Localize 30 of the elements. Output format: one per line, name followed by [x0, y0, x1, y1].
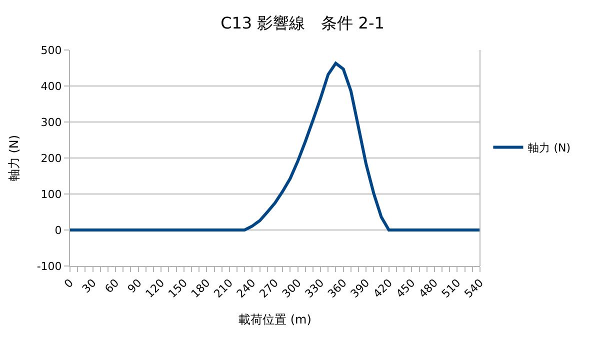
x-tick-label: 120 — [143, 276, 168, 301]
chart-title: C13 影響線 条件 2-1 — [220, 13, 384, 32]
y-tick-label: 400 — [40, 80, 62, 93]
x-tick-label: 510 — [439, 276, 464, 301]
x-tick-label: 0 — [62, 276, 76, 291]
x-tick-label: 30 — [80, 276, 99, 296]
x-tick-label: 390 — [348, 276, 372, 301]
x-tick-label: 360 — [325, 276, 350, 301]
x-tick-label: 480 — [416, 276, 440, 301]
y-tick-label: 100 — [40, 188, 62, 201]
x-tick-label: 90 — [125, 276, 144, 296]
x-tick-label: 60 — [102, 276, 122, 296]
x-tick-label: 330 — [302, 276, 327, 301]
y-tick-label: 500 — [40, 44, 62, 57]
x-axis-title: 載荷位置 (m) — [238, 312, 312, 326]
x-tick-label: 150 — [166, 276, 190, 301]
legend-label: 軸力 (N) — [528, 141, 571, 154]
y-axis-title: 軸力 (N) — [7, 134, 22, 182]
y-tick-label: 300 — [40, 116, 62, 129]
y-tick-label: -100 — [36, 260, 62, 273]
x-tick-label: 210 — [211, 276, 236, 301]
x-tick-label: 300 — [280, 276, 304, 301]
x-tick-label: 450 — [394, 276, 418, 301]
y-tick-label: 0 — [54, 224, 62, 237]
y-tick-label: 200 — [40, 152, 62, 165]
x-tick-label: 420 — [370, 276, 395, 301]
x-tick-label: 270 — [256, 276, 282, 301]
x-tick-label: 540 — [462, 276, 486, 301]
x-tick-label: 180 — [188, 276, 213, 301]
x-tick-label: 240 — [234, 276, 258, 301]
